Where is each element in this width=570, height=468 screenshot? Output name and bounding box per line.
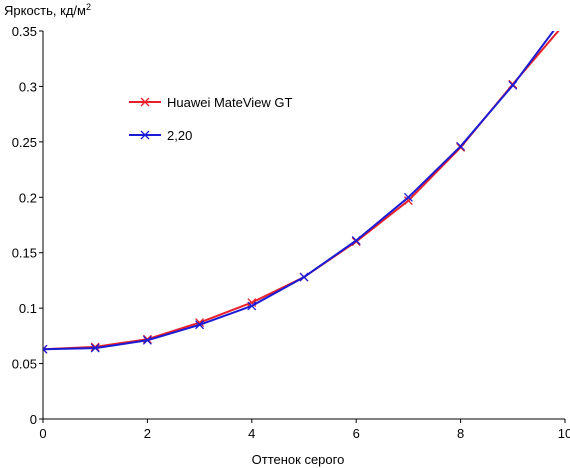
x-tick-label: 6 — [353, 426, 360, 441]
series-line — [43, 31, 555, 351]
data-point-marker — [403, 192, 413, 202]
y-axis-title-main: Яркость, кд/м — [4, 3, 86, 18]
x-axis-title: Оттенок серого — [252, 452, 345, 467]
series-line — [43, 31, 560, 351]
data-point-marker — [142, 334, 152, 344]
series-1 — [43, 19, 569, 354]
data-point-marker — [299, 272, 309, 282]
y-tick-label: 0.35 — [12, 24, 37, 39]
legend-swatch-marker — [140, 130, 150, 140]
data-point-marker — [561, 19, 569, 27]
y-tick-label: 0.2 — [19, 190, 37, 205]
data-point-marker — [403, 196, 413, 206]
data-point-marker — [43, 344, 48, 354]
data-point-marker — [142, 335, 152, 345]
y-axis-title: Яркость, кд/м2 — [4, 2, 91, 18]
data-point-marker — [561, 11, 569, 19]
data-point-marker — [247, 301, 257, 311]
y-tick-label: 0.05 — [12, 357, 37, 372]
data-point-marker — [456, 141, 466, 151]
x-tick-label: 4 — [248, 426, 255, 441]
legend: Huawei MateView GT 2,20 — [129, 95, 293, 143]
x-tick-label: 0 — [39, 426, 46, 441]
x-axis-ticks: 0 2 4 6 8 10 — [39, 419, 570, 441]
legend-label: Huawei MateView GT — [167, 95, 293, 110]
axes — [42, 31, 565, 420]
series-layer — [43, 11, 569, 354]
y-tick-label: 0.15 — [12, 246, 37, 261]
legend-item: Huawei MateView GT — [129, 95, 293, 110]
y-tick-label: 0.1 — [19, 301, 37, 316]
x-tick-label: 10 — [558, 426, 570, 441]
legend-item: 2,20 — [129, 128, 192, 143]
data-point-marker — [508, 80, 518, 90]
legend-swatch-marker — [140, 97, 150, 107]
data-point-marker — [195, 320, 205, 330]
y-tick-label: 0 — [30, 412, 37, 427]
y-tick-label: 0.25 — [12, 135, 37, 150]
data-point-marker — [90, 342, 100, 352]
y-tick-label: 0.3 — [19, 79, 37, 94]
series-2 — [43, 11, 569, 354]
data-point-marker — [90, 343, 100, 353]
x-tick-label: 8 — [457, 426, 464, 441]
x-tick-label: 2 — [144, 426, 151, 441]
y-axis-title-superscript: 2 — [86, 2, 91, 12]
legend-label: 2,20 — [167, 128, 192, 143]
y-axis-ticks: 0 0.05 0.1 0.15 0.2 0.25 0.3 0.35 — [12, 24, 43, 427]
data-point-marker — [351, 236, 361, 245]
